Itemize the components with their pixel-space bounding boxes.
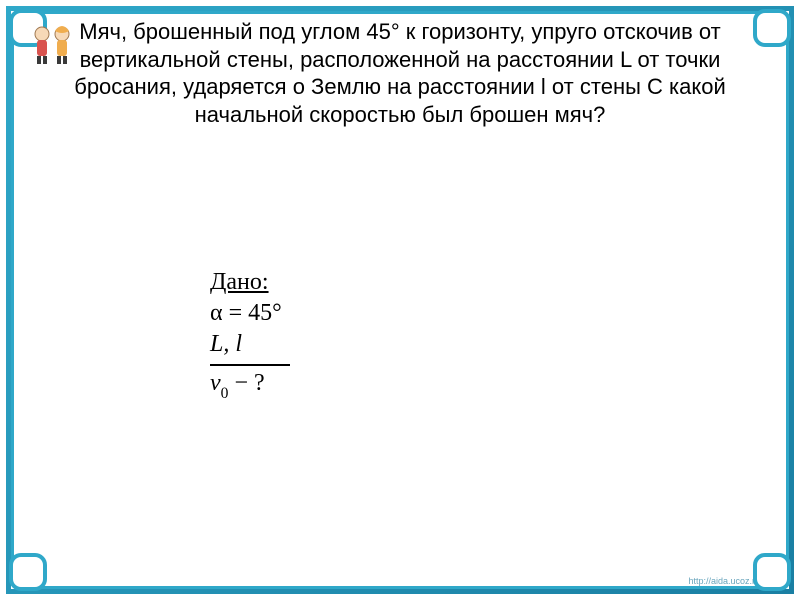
given-unknown: v0 − ? xyxy=(210,370,290,401)
given-block: Дано: α = 45° L, l v0 − ? xyxy=(210,265,290,405)
unknown-suffix: − ? xyxy=(228,370,264,396)
footer-url: http://aida.ucoz.ru xyxy=(688,576,760,586)
given-label: Дано: xyxy=(210,269,269,295)
unknown-sub: 0 xyxy=(221,385,229,402)
given-alpha: α = 45° xyxy=(210,300,290,327)
given-Ll: L, l xyxy=(210,331,290,358)
corner-decoration xyxy=(753,553,791,591)
corner-decoration xyxy=(9,553,47,591)
unknown-v: v xyxy=(210,370,221,396)
given-divider xyxy=(210,364,290,366)
children-ornament-icon xyxy=(28,22,76,70)
corner-decoration xyxy=(753,9,791,47)
problem-statement: Мяч, брошенный под углом 45° к горизонту… xyxy=(35,18,765,128)
